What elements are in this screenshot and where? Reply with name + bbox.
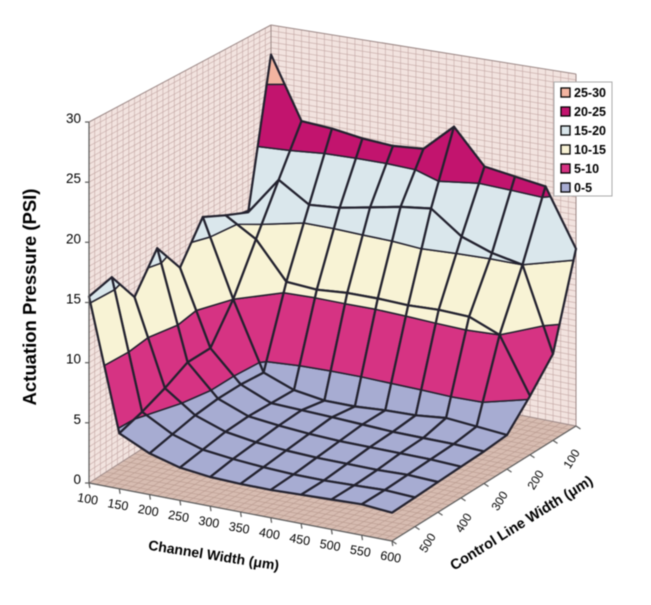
svg-text:400: 400 bbox=[258, 525, 281, 542]
svg-text:500: 500 bbox=[319, 537, 342, 554]
svg-text:150: 150 bbox=[107, 496, 130, 513]
svg-text:200: 200 bbox=[137, 502, 160, 519]
svg-text:100: 100 bbox=[76, 490, 99, 507]
svg-text:10-15: 10-15 bbox=[574, 143, 606, 157]
svg-text:300: 300 bbox=[197, 514, 220, 531]
svg-text:10: 10 bbox=[66, 352, 81, 367]
svg-text:0: 0 bbox=[73, 472, 81, 487]
svg-text:5: 5 bbox=[73, 412, 81, 427]
svg-text:250: 250 bbox=[167, 508, 190, 525]
svg-text:600: 600 bbox=[379, 548, 402, 565]
svg-text:25: 25 bbox=[66, 171, 81, 186]
svg-text:20-25: 20-25 bbox=[574, 105, 606, 119]
svg-text:15-20: 15-20 bbox=[574, 124, 606, 138]
svg-text:350: 350 bbox=[228, 519, 251, 536]
svg-text:550: 550 bbox=[349, 543, 372, 560]
svg-text:0-5: 0-5 bbox=[574, 181, 592, 195]
svg-text:30: 30 bbox=[66, 111, 81, 126]
svg-text:25-30: 25-30 bbox=[574, 86, 606, 100]
svg-text:20: 20 bbox=[66, 231, 81, 246]
svg-text:450: 450 bbox=[288, 531, 311, 548]
svg-text:5-10: 5-10 bbox=[574, 162, 599, 176]
svg-text:15: 15 bbox=[66, 292, 81, 307]
svg-text:Actuation Pressure (PSI): Actuation Pressure (PSI) bbox=[19, 189, 40, 406]
